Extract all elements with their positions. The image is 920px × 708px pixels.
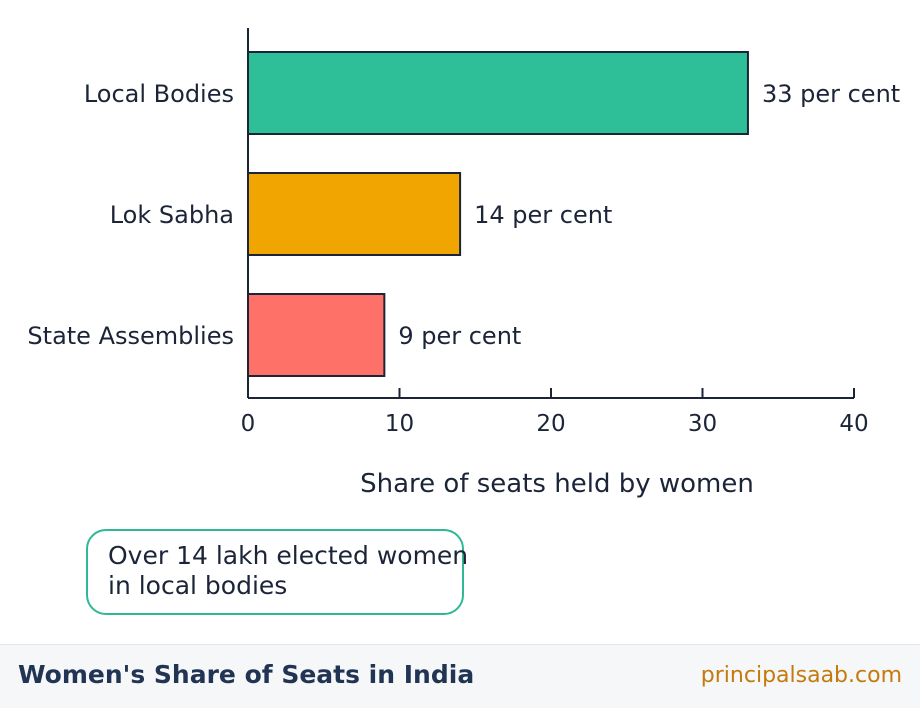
bar-local-bodies xyxy=(247,51,749,135)
category-label-local-bodies: Local Bodies xyxy=(84,80,234,108)
x-tick-label-10: 10 xyxy=(385,411,414,437)
footer-title: Women's Share of Seats in India xyxy=(18,660,475,689)
footer-site-link[interactable]: principalsaab.com xyxy=(700,663,902,688)
x-tick-label-30: 30 xyxy=(688,411,717,437)
category-label-state-assemblies: State Assemblies xyxy=(27,322,234,350)
axes-layer xyxy=(247,28,855,399)
bar-chart: Local Bodies 33 per cent Lok Sabha 14 per c… xyxy=(27,28,900,499)
x-axis-title: Share of seats held by women xyxy=(360,469,754,499)
footer: Women's Share of Seats in India principa… xyxy=(0,644,920,708)
x-tick-label-40: 40 xyxy=(839,411,868,437)
data-label-state-assemblies: 9 per cent xyxy=(398,322,521,350)
category-label-lok-sabha: Lok Sabha xyxy=(110,201,234,229)
callout-line-1: Over 14 lakh elected women xyxy=(108,541,469,570)
callout-box: Over 14 lakh elected women in local bodi… xyxy=(86,529,469,615)
bars-layer xyxy=(247,51,749,377)
labels-layer: Local Bodies 33 per cent Lok Sabha 14 per c… xyxy=(27,80,900,499)
x-tick-label-20: 20 xyxy=(536,411,565,437)
data-label-local-bodies: 33 per cent xyxy=(762,80,900,108)
callout-line-2: in local bodies xyxy=(108,571,288,600)
x-tick-label-0: 0 xyxy=(241,411,256,437)
bar-lok-sabha xyxy=(247,172,462,256)
data-label-lok-sabha: 14 per cent xyxy=(474,201,612,229)
bar-state-assemblies xyxy=(247,293,386,377)
